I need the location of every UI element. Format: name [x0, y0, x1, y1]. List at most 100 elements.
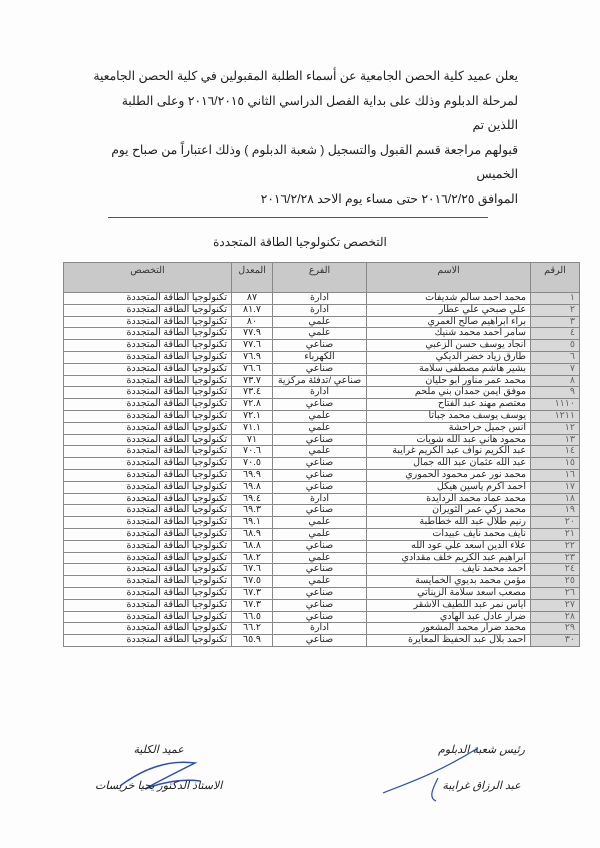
cell-name: طارق زياد خضر الديكي — [366, 350, 531, 364]
cell-name: علي صبحي علي عطار — [366, 303, 531, 317]
cell-number: ٥ — [530, 339, 580, 352]
cell-name: محمد عماد محمد الردايدة — [366, 492, 531, 506]
cell-name: محمد نور عمر محمود الحموري — [366, 468, 531, 482]
table-row: ٢٨ ضرار عادل عبد الهادي صناعي ٦٦.٥ تكنولوجيا… — [63, 610, 580, 624]
cell-number: ٢٩ — [530, 622, 580, 636]
cell-branch: صناعي — [272, 598, 367, 612]
cell-specialization: تكنولوجيا الطاقة المتجددة — [63, 539, 232, 553]
cell-average: ٧٦.٦ — [231, 362, 273, 376]
cell-average: ٨١.٧ — [231, 303, 273, 317]
table-row: ٢٩ محمد ضرار محمد المشعور ادارة ٦٦.٢ تكنولوج… — [63, 622, 580, 636]
cell-number: ١٨ — [530, 492, 580, 506]
table-row: ٨ محمد عمر مناور ابو حليان صناعي /تدفئة مر… — [63, 374, 580, 388]
cell-number: ٢١ — [530, 527, 580, 541]
cell-number: ١٢١١ — [530, 409, 580, 423]
table-row: ١٨ محمد عماد محمد الردايدة ادارة ٦٩.٤ تكنولو… — [63, 492, 580, 506]
cell-name: محمود هاني عبد الله شويات — [366, 433, 531, 447]
header-branch: الفرع — [272, 262, 367, 293]
cell-specialization: تكنولوجيا الطاقة المتجددة — [63, 433, 232, 447]
cell-name: احمد اكرم ياسين هيكل — [366, 480, 531, 494]
cell-specialization: تكنولوجيا الطاقة المتجددة — [63, 516, 232, 529]
cell-name: نايف محمد نايف عبيدات — [366, 527, 531, 541]
table-row: ٢٧ اياس نمر عبد اللطيف الاشقر صناعي ٦٧.٣ تكن… — [63, 598, 580, 612]
table-row: ١٦ محمد نور عمر محمود الحموري صناعي ٦٩.٩ تكن… — [63, 468, 580, 482]
cell-average: ٦٩.٣ — [231, 504, 273, 518]
cell-branch: صناعي — [272, 504, 367, 518]
cell-average: ٦٨.٩ — [231, 527, 273, 541]
cell-name: احمد بلال عبد الحفيظ المعايرة — [366, 634, 531, 647]
cell-average: ٦٨.٢ — [231, 551, 273, 565]
signatures: رئيس شعبة الدبلوم عبد الرزاق غرايبة عميد… — [95, 743, 525, 802]
cell-average: ٧٢.١ — [231, 409, 273, 423]
cell-branch: ادارة — [272, 622, 367, 636]
cell-specialization: تكنولوجيا الطاقة المتجددة — [63, 303, 232, 317]
signature-block-diploma-head: رئيس شعبة الدبلوم عبد الرزاق غرايبة — [382, 743, 525, 802]
cell-average: ٦٦.٥ — [231, 610, 273, 624]
cell-average: ٧٠.٥ — [231, 457, 273, 470]
cell-branch: صناعي — [272, 362, 367, 376]
table-row: ١٧ احمد اكرم ياسين هيكل صناعي ٦٩.٨ تكنولوجيا… — [63, 480, 580, 494]
cell-branch: صناعي — [272, 457, 367, 470]
cell-name: مصعب اسعد سلامة الزيناتي — [366, 586, 531, 600]
cell-specialization: تكنولوجيا الطاقة المتجددة — [63, 634, 232, 647]
table-row: ٢٣ ابراهيم عبد الكريم خلف مقدادي علمي ٦٨.٢ ت… — [63, 551, 580, 565]
cell-average: ٦٩.٤ — [231, 492, 273, 506]
cell-specialization: تكنولوجيا الطاقة المتجددة — [63, 504, 232, 518]
table-row: ٢٢ علاء الدين اسعد علي عود الله صناعي ٦٨.٨ ت… — [63, 539, 580, 553]
announcement-line: لمرحلة الدبلوم وذلك على بداية الفصل الدر… — [121, 93, 518, 133]
cell-branch: صناعي — [272, 480, 367, 494]
cell-average: ٧٢.٨ — [231, 398, 273, 411]
cell-branch: صناعي — [272, 563, 367, 577]
table-row: ٢٤ احمد محمد نايف صناعي ٦٧.٦ تكنولوجيا الطاق… — [63, 563, 580, 577]
table-row: ٢٦ مصعب اسعد سلامة الزيناتي صناعي ٦٧.٣ تكنول… — [63, 586, 580, 600]
cell-branch: الكهرباء — [272, 350, 367, 364]
cell-average: ٧٧.٦ — [231, 339, 273, 352]
cell-number: ٢ — [530, 303, 580, 317]
cell-number: ٦ — [530, 350, 580, 364]
cell-name: انجاد يوسف حسن الزعبي — [366, 339, 531, 352]
cell-specialization: تكنولوجيا الطاقة المتجددة — [63, 409, 232, 423]
cell-branch: ادارة — [272, 292, 367, 305]
cell-average: ٧٣.٤ — [231, 386, 273, 400]
cell-branch: علمي — [272, 516, 367, 529]
cell-number: ٢٨ — [530, 610, 580, 624]
table-header-row: الرقم الاسم الفرع المعدل التخصص — [63, 262, 580, 293]
cell-name: ضرار عادل عبد الهادي — [366, 610, 531, 624]
table-row: ١٢١١ يوسف يوسف محمد جباتا علمي ٧٢.١ تكنولوجي… — [63, 409, 580, 423]
cell-specialization: تكنولوجيا الطاقة المتجددة — [63, 445, 232, 459]
cell-specialization: تكنولوجيا الطاقة المتجددة — [63, 421, 232, 435]
cell-branch: علمي — [272, 327, 367, 341]
cell-name: انس جميل حراحشة — [366, 421, 531, 435]
cell-number: ١ — [530, 292, 580, 305]
cell-branch: صناعي — [272, 339, 367, 352]
table-row: ٢٠ رنيم طلال عبد الله خطاطبة علمي ٦٩.١ تكنول… — [63, 516, 580, 529]
cell-number: ١٥ — [530, 457, 580, 470]
signature-name: الاستاذ الدكتور يحيا خريسات — [95, 779, 223, 792]
announcement-line: الموافق ٢٠١٦/٢/٢٥ حتى مساء يوم الاحد ٢٠١… — [260, 191, 518, 206]
cell-average: ٦٩.٩ — [231, 468, 273, 482]
cell-branch: صناعي — [272, 433, 367, 447]
header-specialization: التخصص — [63, 262, 232, 293]
header-number: الرقم — [530, 262, 580, 293]
table-row: ١ محمد احمد سالم شديفات ادارة ٨٧ تكنولوجيا ا… — [63, 292, 580, 305]
cell-specialization: تكنولوجيا الطاقة المتجددة — [63, 327, 232, 341]
cell-number: ٢٣ — [530, 551, 580, 565]
cell-average: ٦٧.٦ — [231, 563, 273, 577]
cell-number: ٢٠ — [530, 516, 580, 529]
cell-branch: علمي — [272, 315, 367, 329]
cell-number: ١٣ — [530, 433, 580, 447]
table-row: ٣٠ احمد بلال عبد الحفيظ المعايرة صناعي ٦٥.٩… — [63, 634, 580, 647]
table-row: ٢١ نايف محمد نايف عبيدات علمي ٦٨.٩ تكنولوجيا… — [63, 527, 580, 541]
cell-branch: صناعي — [272, 398, 367, 411]
cell-specialization: تكنولوجيا الطاقة المتجددة — [63, 374, 232, 388]
cell-number: ١٩ — [530, 504, 580, 518]
table-row: ١٤ عبد الكريم نواف عبد الكريم غرايبة علمي ٧… — [63, 445, 580, 459]
cell-specialization: تكنولوجيا الطاقة المتجددة — [63, 339, 232, 352]
cell-branch: علمي — [272, 575, 367, 588]
cell-average: ٧٧.٩ — [231, 327, 273, 341]
cell-specialization: تكنولوجيا الطاقة المتجددة — [63, 468, 232, 482]
cell-name: عبد الكريم نواف عبد الكريم غرايبة — [366, 445, 531, 459]
cell-number: ٩ — [530, 386, 580, 400]
cell-number: ٢٦ — [530, 586, 580, 600]
cell-branch: علمي — [272, 527, 367, 541]
